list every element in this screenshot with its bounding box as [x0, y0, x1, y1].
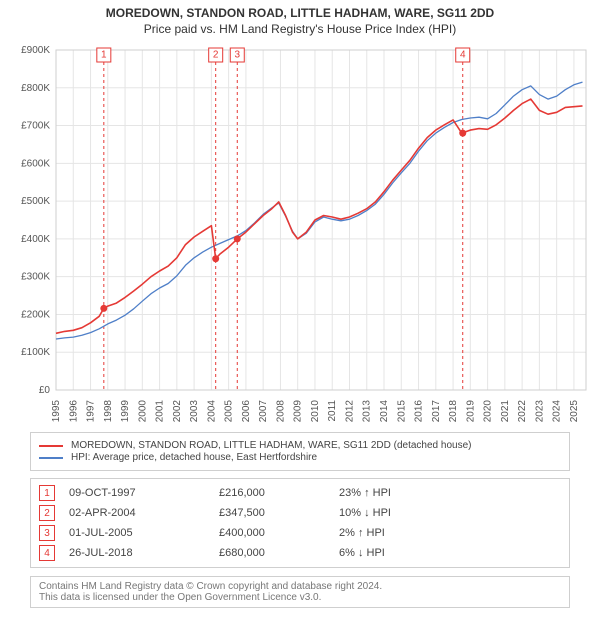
svg-text:2024: 2024	[552, 400, 563, 423]
svg-text:£900K: £900K	[21, 45, 50, 56]
row-price: £216,000	[219, 487, 339, 499]
svg-text:2011: 2011	[327, 400, 338, 422]
svg-text:2003: 2003	[189, 400, 200, 423]
svg-text:2019: 2019	[465, 400, 476, 423]
svg-text:£700K: £700K	[21, 121, 50, 132]
row-price: £400,000	[219, 527, 339, 539]
table-row: 3 01-JUL-2005 £400,000 2% ↑ HPI	[31, 523, 569, 543]
legend-label: MOREDOWN, STANDON ROAD, LITTLE HADHAM, W…	[71, 440, 471, 451]
svg-text:£600K: £600K	[21, 158, 50, 169]
svg-text:2013: 2013	[362, 400, 373, 423]
title-line2: Price paid vs. HM Land Registry's House …	[0, 22, 600, 36]
row-date: 09-OCT-1997	[69, 487, 219, 499]
row-date: 02-APR-2004	[69, 507, 219, 519]
svg-text:£200K: £200K	[21, 309, 50, 320]
row-pct: 10% ↓ HPI	[339, 507, 459, 519]
legend-row: MOREDOWN, STANDON ROAD, LITTLE HADHAM, W…	[39, 440, 561, 451]
svg-text:£300K: £300K	[21, 272, 50, 283]
svg-text:4: 4	[460, 50, 466, 61]
svg-text:£100K: £100K	[21, 347, 50, 358]
svg-text:£0: £0	[39, 385, 51, 396]
svg-text:2: 2	[213, 50, 219, 61]
row-marker: 3	[39, 525, 55, 541]
svg-text:1997: 1997	[86, 400, 97, 423]
row-date: 01-JUL-2005	[69, 527, 219, 539]
table-row: 2 02-APR-2004 £347,500 10% ↓ HPI	[31, 503, 569, 523]
transactions-table: 1 09-OCT-1997 £216,000 23% ↑ HPI 2 02-AP…	[30, 478, 570, 568]
svg-text:2000: 2000	[137, 400, 148, 423]
legend-row: HPI: Average price, detached house, East…	[39, 452, 561, 463]
svg-text:2017: 2017	[431, 400, 442, 423]
svg-text:1998: 1998	[103, 400, 114, 423]
row-price: £347,500	[219, 507, 339, 519]
svg-text:2025: 2025	[569, 400, 580, 423]
row-price: £680,000	[219, 547, 339, 559]
svg-text:1999: 1999	[120, 400, 131, 423]
svg-text:3: 3	[234, 50, 240, 61]
svg-text:2004: 2004	[206, 400, 217, 423]
svg-text:2018: 2018	[448, 400, 459, 423]
svg-text:2005: 2005	[224, 400, 235, 423]
legend: MOREDOWN, STANDON ROAD, LITTLE HADHAM, W…	[30, 432, 570, 471]
row-marker: 2	[39, 505, 55, 521]
svg-text:2001: 2001	[155, 400, 166, 423]
svg-text:2012: 2012	[344, 400, 355, 423]
row-marker: 4	[39, 545, 55, 561]
legend-swatch-blue	[39, 457, 63, 459]
footer-line2: This data is licensed under the Open Gov…	[39, 592, 561, 603]
svg-text:2006: 2006	[241, 400, 252, 423]
svg-text:2015: 2015	[396, 400, 407, 423]
chart: £0 £100K £200K £300K £400K £500K £600K £700K £80…	[8, 44, 592, 424]
svg-text:2010: 2010	[310, 400, 321, 423]
legend-swatch-red	[39, 445, 63, 447]
table-row: 1 09-OCT-1997 £216,000 23% ↑ HPI	[31, 483, 569, 503]
svg-text:2023: 2023	[534, 400, 545, 423]
svg-text:2021: 2021	[500, 400, 511, 423]
row-marker: 1	[39, 485, 55, 501]
svg-text:£500K: £500K	[21, 196, 50, 207]
svg-text:£400K: £400K	[21, 234, 50, 245]
table-row: 4 26-JUL-2018 £680,000 6% ↓ HPI	[31, 543, 569, 563]
row-pct: 6% ↓ HPI	[339, 547, 459, 559]
footer-line1: Contains HM Land Registry data © Crown c…	[39, 581, 561, 592]
svg-text:2016: 2016	[414, 400, 425, 423]
title-line1: MOREDOWN, STANDON ROAD, LITTLE HADHAM, W…	[0, 6, 600, 20]
svg-text:£800K: £800K	[21, 83, 50, 94]
row-pct: 23% ↑ HPI	[339, 487, 459, 499]
svg-text:1: 1	[101, 50, 107, 61]
svg-text:2007: 2007	[258, 400, 269, 423]
svg-text:2020: 2020	[483, 400, 494, 423]
svg-text:2008: 2008	[275, 400, 286, 423]
row-pct: 2% ↑ HPI	[339, 527, 459, 539]
svg-text:1995: 1995	[51, 400, 62, 423]
svg-text:2009: 2009	[293, 400, 304, 423]
svg-text:2022: 2022	[517, 400, 528, 423]
svg-text:1996: 1996	[68, 400, 79, 423]
row-date: 26-JUL-2018	[69, 547, 219, 559]
legend-label: HPI: Average price, detached house, East…	[71, 452, 317, 463]
svg-text:2002: 2002	[172, 400, 183, 423]
footer: Contains HM Land Registry data © Crown c…	[30, 576, 570, 608]
chart-svg: £0 £100K £200K £300K £400K £500K £600K £700K £80…	[8, 44, 592, 424]
svg-text:2014: 2014	[379, 400, 390, 423]
